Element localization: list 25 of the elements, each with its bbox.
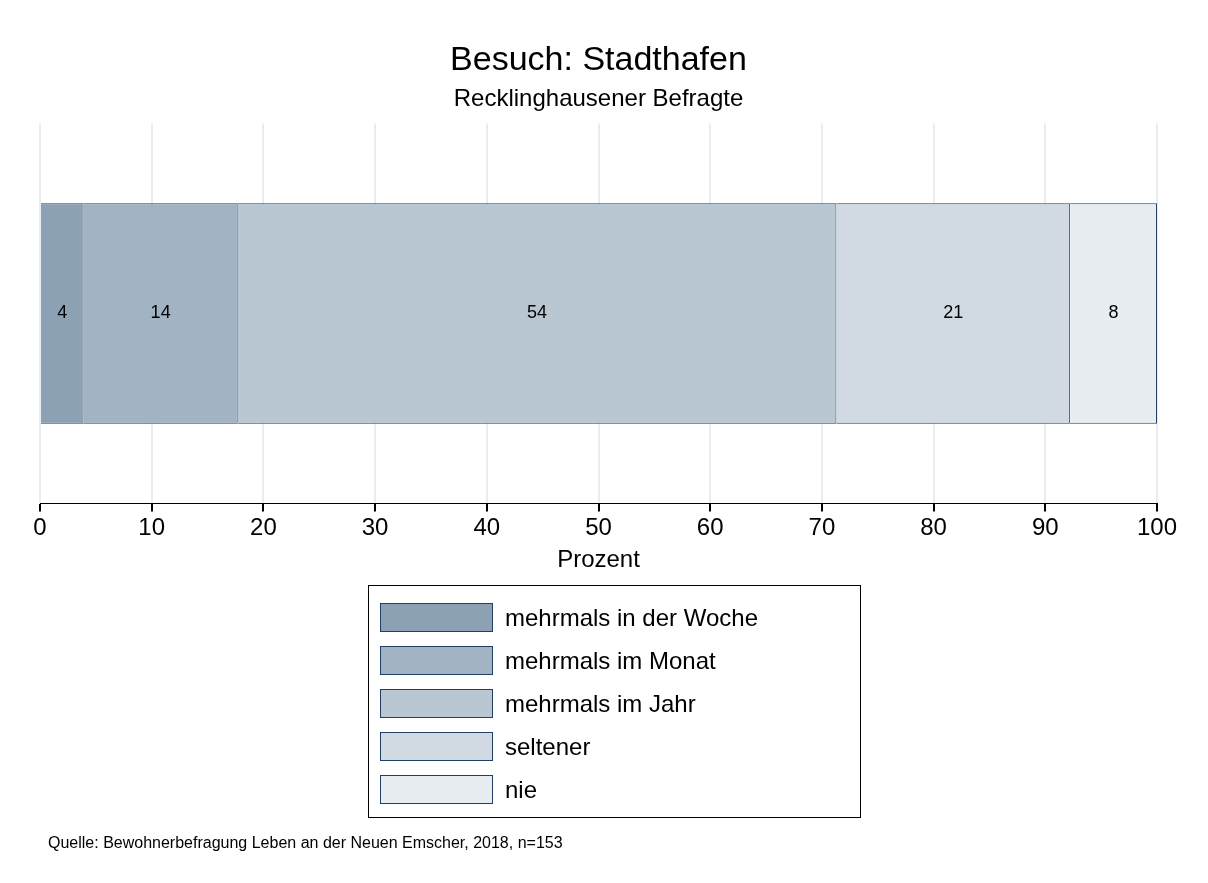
data-label: 4	[57, 302, 68, 323]
legend-label: mehrmals im Monat	[505, 646, 716, 675]
x-tick-label: 60	[696, 513, 724, 541]
legend-label: seltener	[505, 732, 591, 761]
chart-title: Besuch: Stadthafen	[450, 38, 747, 77]
x-tick-label: 30	[361, 513, 389, 541]
source-note: Quelle: Bewohnerbefragung Leben an der Neuen Emscher, 2018, n=153	[48, 834, 563, 852]
x-tick-label: 100	[1136, 513, 1178, 541]
x-tick-label: 70	[808, 513, 836, 541]
chart-subtitle: Recklinghausener Befragte	[453, 83, 744, 111]
legend-label: mehrmals im Jahr	[505, 689, 696, 718]
data-label: 21	[943, 302, 964, 323]
x-tick-label: 10	[138, 513, 166, 541]
x-tick-label: 50	[585, 513, 612, 541]
legend-label: mehrmals in der Woche	[505, 603, 758, 632]
x-tick-label: 90	[1031, 513, 1059, 541]
x-tick-label: 20	[250, 513, 277, 541]
x-tick-label: 0	[33, 513, 47, 541]
legend-label: nie	[505, 775, 538, 804]
x-tick-label: 80	[920, 513, 947, 541]
data-label: 14	[150, 302, 171, 323]
x-axis-title: Prozent	[557, 545, 641, 573]
x-tick-label: 40	[473, 513, 501, 541]
data-label: 8	[1108, 302, 1119, 323]
data-label: 54	[527, 302, 548, 323]
